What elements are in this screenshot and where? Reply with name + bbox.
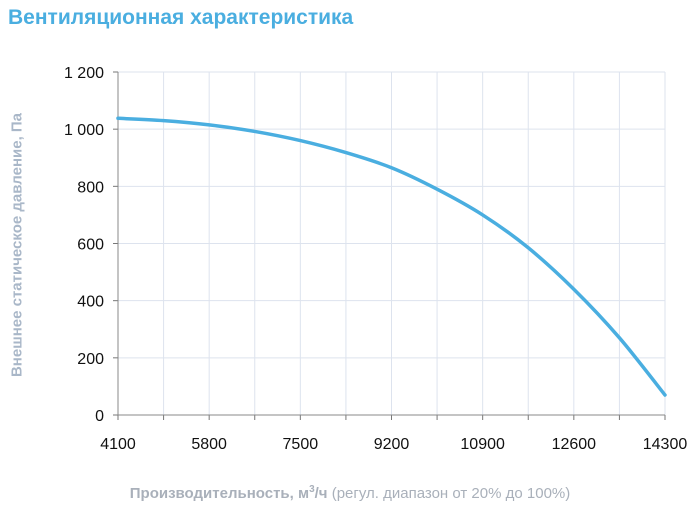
x-axis-label-main: Производительность, м — [129, 485, 310, 502]
x-tick-label: 4100 — [100, 436, 136, 453]
y-tick-label: 600 — [77, 237, 104, 254]
y-tick-label: 200 — [77, 351, 104, 368]
x-axis-label-note: (регул. диапазон от 20% до 100%) — [327, 485, 571, 502]
y-tick-label: 400 — [77, 294, 104, 311]
x-axis-label: Производительность, м3/ч (регул. диапазо… — [0, 484, 700, 502]
chart-title: Вентиляционная характеристика — [8, 6, 354, 29]
y-tick-label: 1 200 — [64, 65, 104, 82]
x-axis-label-unit: /ч — [314, 485, 328, 502]
x-tick-label: 7500 — [283, 436, 319, 453]
y-tick-label: 800 — [77, 179, 104, 196]
x-tick-label: 5800 — [191, 436, 227, 453]
x-tick-label: 10900 — [460, 436, 505, 453]
x-tick-label: 14300 — [643, 436, 688, 453]
y-tick-label: 0 — [95, 408, 104, 425]
x-axis-label-sup: 3 — [309, 484, 315, 495]
y-tick-label: 1 000 — [64, 122, 104, 139]
series-line — [116, 116, 667, 397]
x-tick-label: 9200 — [374, 436, 410, 453]
x-tick-label: 12600 — [552, 436, 597, 453]
